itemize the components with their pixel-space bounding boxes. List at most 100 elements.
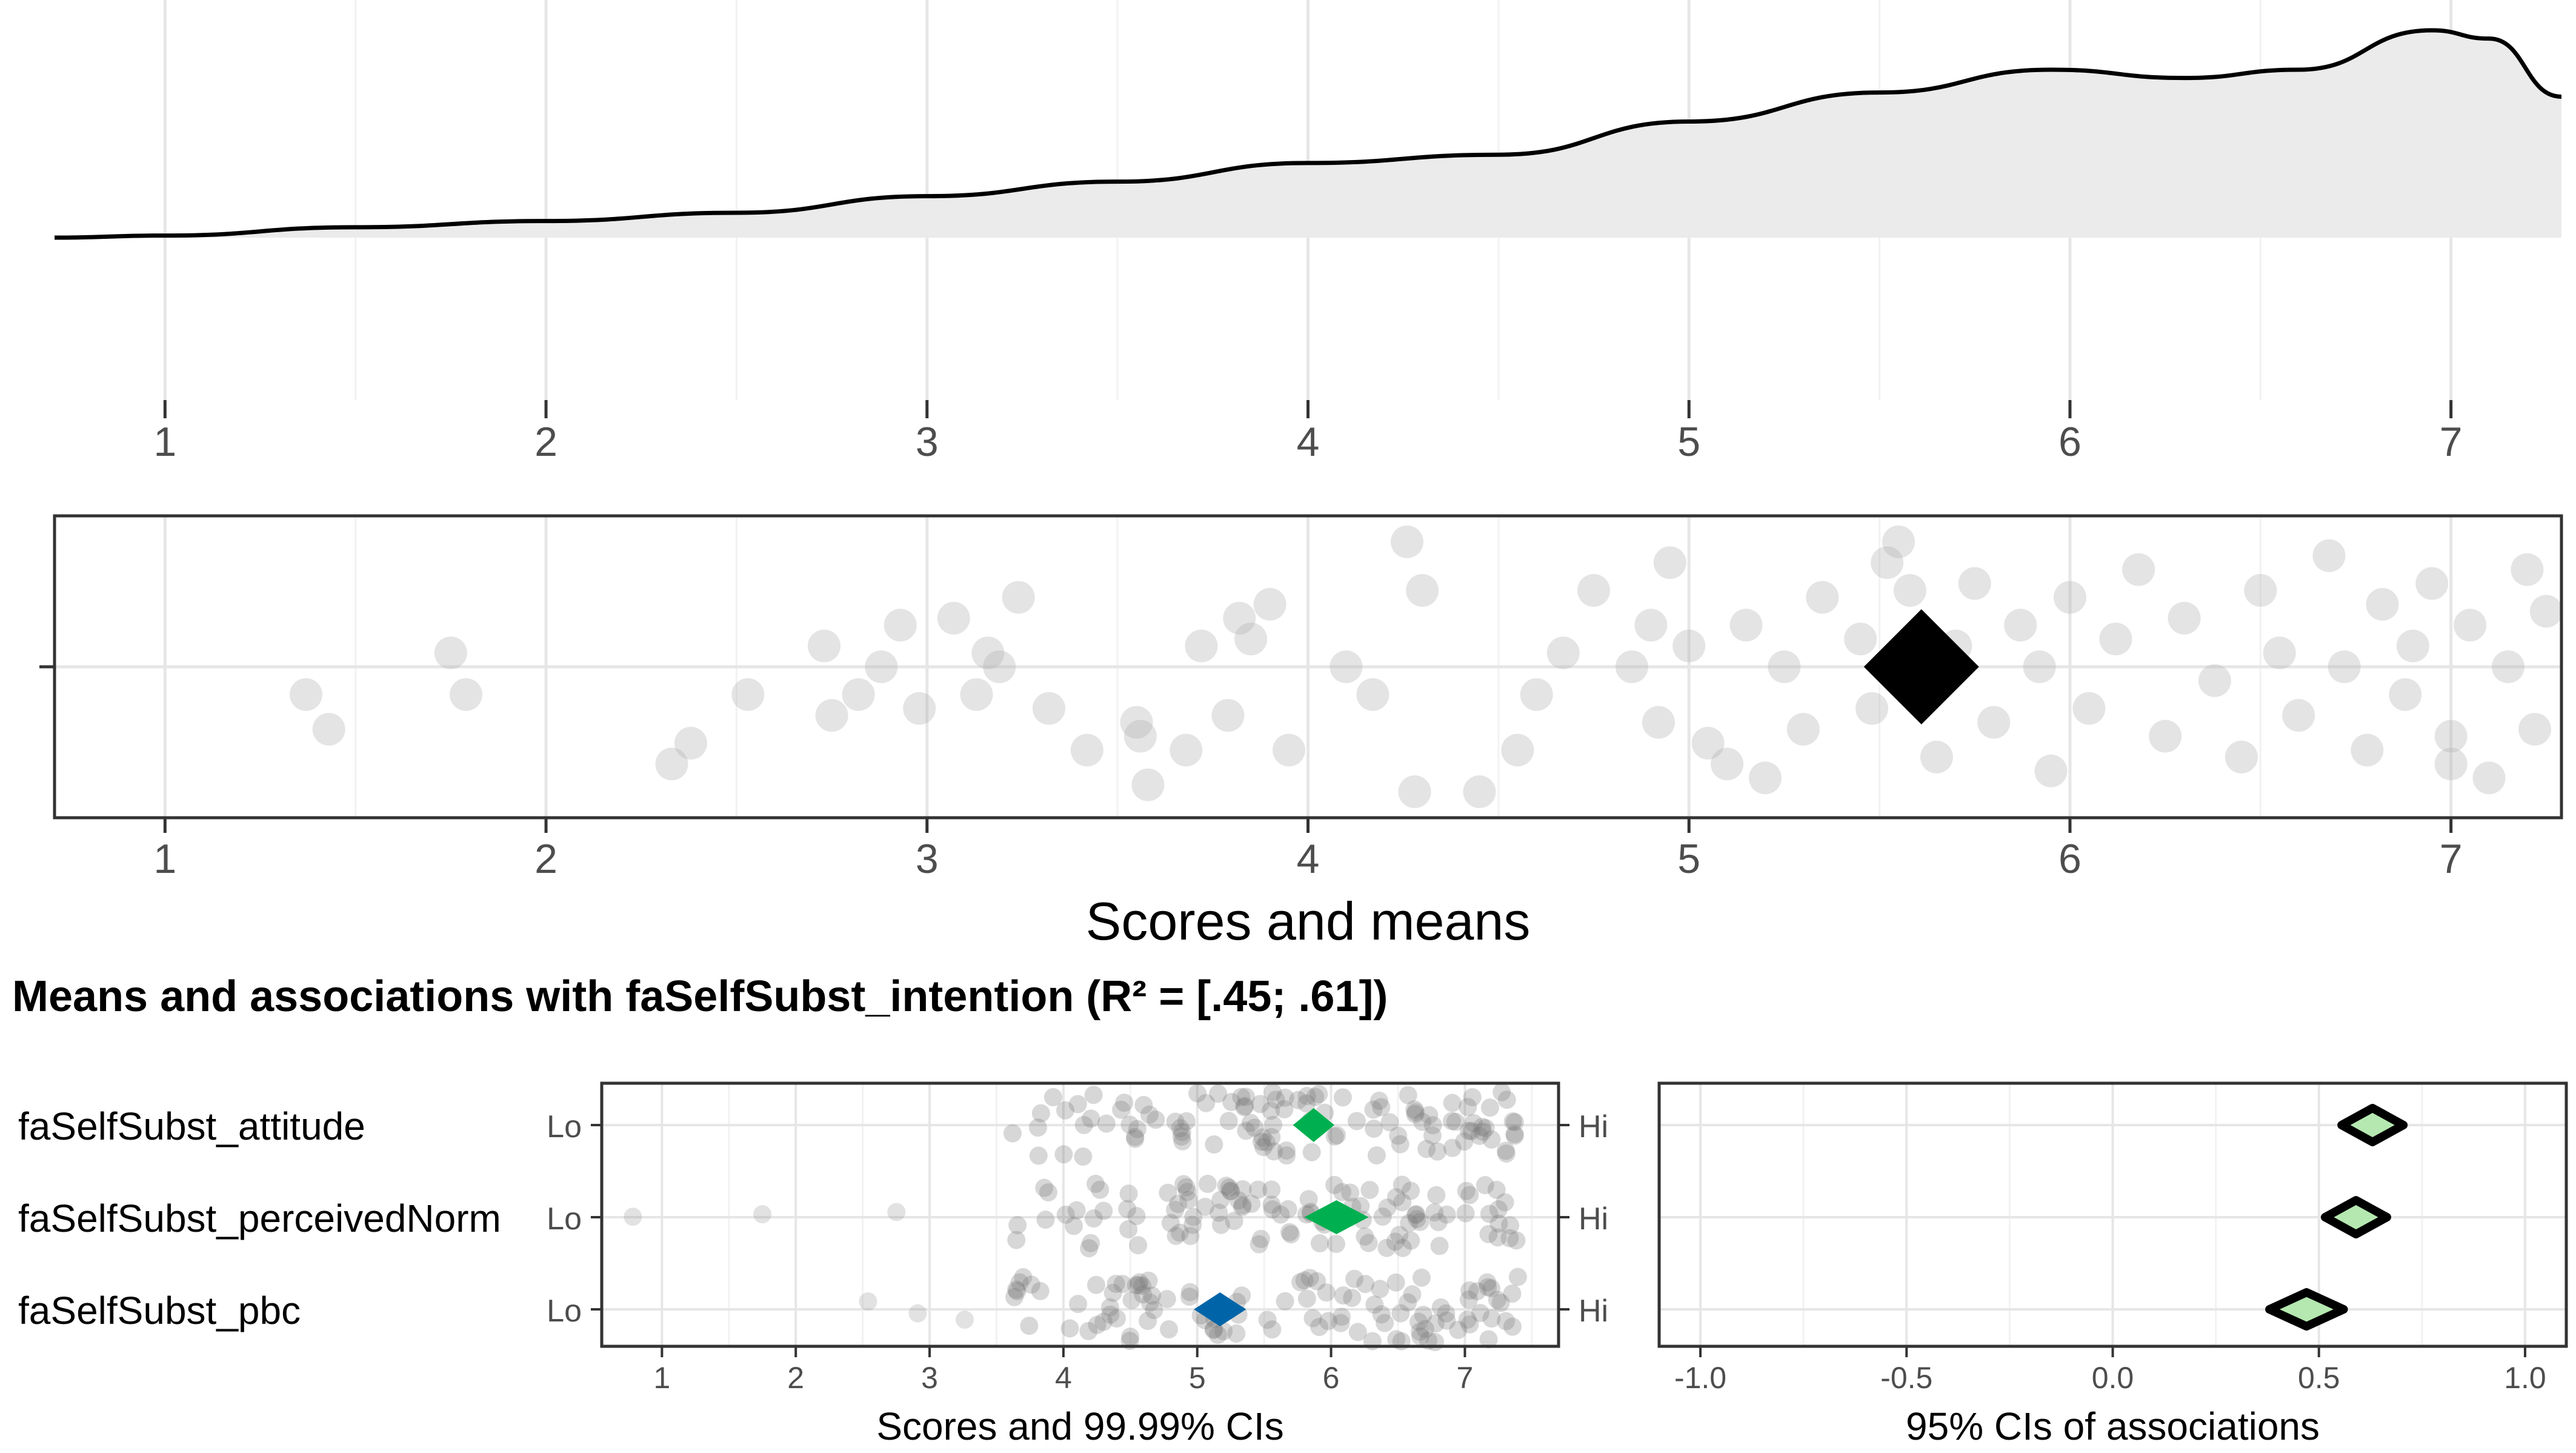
means-point — [1277, 1146, 1296, 1165]
means-point — [1003, 1124, 1022, 1143]
association-ci-diamond — [2265, 1288, 2348, 1331]
association-ci-diamond — [2337, 1104, 2408, 1146]
score-point — [1920, 740, 1953, 773]
determinant-label: faSelfSubst_perceivedNorm — [18, 1197, 501, 1240]
means-point — [1056, 1101, 1075, 1120]
means-point — [1460, 1121, 1479, 1140]
means-point — [1091, 1180, 1110, 1199]
means-point — [1035, 1178, 1054, 1197]
means-point — [1166, 1200, 1185, 1219]
means-point — [1497, 1091, 1516, 1109]
score-point — [2244, 574, 2277, 607]
means-point — [1205, 1135, 1223, 1154]
score-point — [312, 713, 345, 746]
means-point — [1128, 1120, 1147, 1138]
means-tick-label: 1 — [653, 1361, 670, 1395]
means-point — [1241, 1114, 1260, 1132]
means-point — [1220, 1178, 1239, 1197]
means-point — [1134, 1096, 1153, 1115]
means-point — [1414, 1306, 1433, 1324]
association-ci-diamond — [2320, 1196, 2391, 1238]
means-point — [1122, 1291, 1141, 1309]
associations-tick-label: -1.0 — [1674, 1361, 1726, 1395]
means-point — [1079, 1321, 1098, 1340]
means-point — [1282, 1225, 1300, 1244]
means-point — [1386, 1273, 1405, 1292]
score-point — [2225, 740, 2258, 773]
means-point — [1387, 1330, 1406, 1349]
score-point — [903, 692, 936, 725]
means-point — [1087, 1275, 1105, 1294]
score-point — [1642, 706, 1675, 739]
means-point — [1371, 1280, 1390, 1298]
score-point — [1032, 692, 1065, 725]
means-point — [1160, 1320, 1179, 1338]
score-point — [1463, 775, 1496, 809]
means-point — [1120, 1115, 1139, 1134]
score-point — [1855, 692, 1889, 725]
means-point — [1341, 1183, 1360, 1202]
means-point — [1331, 1314, 1350, 1332]
means-point — [1289, 1091, 1308, 1109]
score-point — [1273, 733, 1306, 767]
score-point — [983, 650, 1016, 683]
means-point — [1271, 1205, 1290, 1224]
means-point — [1491, 1294, 1510, 1312]
means-point — [1303, 1309, 1322, 1328]
means-point — [753, 1205, 772, 1224]
means-point — [1183, 1215, 1202, 1234]
means-point — [1265, 1142, 1283, 1161]
high-anchor-label: Hi — [1579, 1109, 1608, 1144]
score-point — [289, 678, 322, 711]
means-point — [1056, 1205, 1075, 1224]
means-point — [1376, 1314, 1394, 1332]
means-point — [1464, 1114, 1483, 1132]
score-point — [1170, 733, 1203, 767]
means-point — [1408, 1210, 1426, 1229]
means-point — [1263, 1083, 1282, 1101]
means-point — [1405, 1100, 1424, 1119]
means-point — [1280, 1223, 1299, 1241]
means-point — [1143, 1286, 1162, 1305]
means-point — [1217, 1177, 1236, 1195]
means-point — [1100, 1298, 1119, 1317]
density-tick-label: 7 — [2440, 419, 2463, 465]
means-mean-diamond — [1304, 1200, 1369, 1234]
means-point — [1455, 1132, 1474, 1151]
score-point — [1844, 623, 1877, 656]
means-tick-label: 4 — [1055, 1361, 1072, 1395]
means-point — [1409, 1312, 1428, 1331]
score-point — [2122, 553, 2155, 586]
score-point — [1002, 581, 1035, 614]
means-point — [1356, 1227, 1374, 1246]
score-point — [2434, 747, 2468, 781]
means-point — [1507, 1231, 1526, 1250]
means-point — [1005, 1288, 1024, 1306]
means-point — [1233, 1198, 1251, 1217]
means-point — [1262, 1127, 1281, 1146]
score-point — [2312, 539, 2346, 572]
means-point — [1130, 1273, 1149, 1292]
means-point — [1426, 1314, 1445, 1333]
means-point — [1233, 1286, 1251, 1305]
means-point — [1101, 1305, 1120, 1324]
means-point — [1334, 1286, 1353, 1305]
density-tick-label: 3 — [916, 419, 939, 465]
means-point — [1060, 1319, 1079, 1338]
associations-tick-label: 1.0 — [2504, 1361, 2546, 1395]
high-anchor-label: Hi — [1579, 1294, 1608, 1329]
means-point — [1479, 1330, 1498, 1349]
means-point — [1479, 1278, 1497, 1297]
score-point — [2472, 761, 2506, 795]
means-point — [1391, 1304, 1410, 1323]
density-tick-label: 6 — [2058, 419, 2082, 465]
means-point — [1348, 1323, 1367, 1341]
means-point — [1082, 1234, 1100, 1252]
means-tick-label: 3 — [921, 1361, 938, 1395]
means-point — [1390, 1226, 1409, 1244]
means-point — [1222, 1092, 1241, 1111]
means-point — [1459, 1098, 1477, 1117]
scores-tick-label: 7 — [2440, 836, 2463, 882]
means-point — [1074, 1115, 1093, 1134]
means-point — [1258, 1311, 1277, 1329]
